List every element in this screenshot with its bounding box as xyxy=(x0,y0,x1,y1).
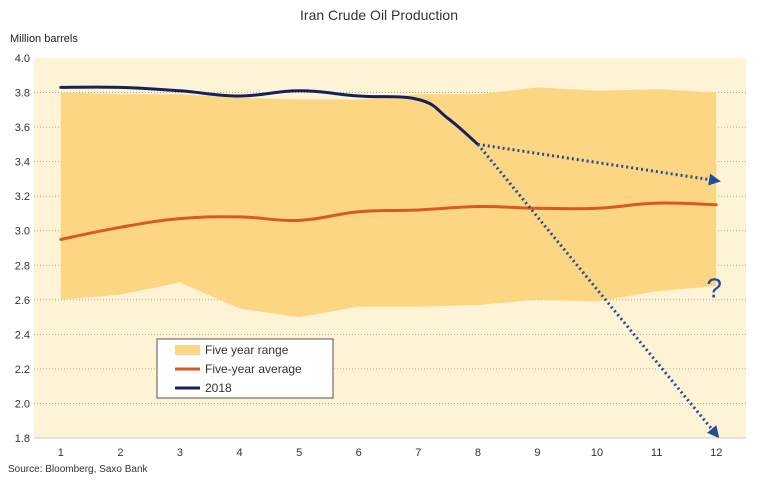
five-year-range-band xyxy=(60,87,717,318)
x-tick-label: 7 xyxy=(415,447,421,459)
y-tick-label: 3.0 xyxy=(15,226,30,238)
y-tick-label: 3.8 xyxy=(15,88,30,100)
x-tick-label: 5 xyxy=(296,447,302,459)
legend: Five year range Five-year average 2018 xyxy=(156,338,334,399)
y-tick-label: 2.4 xyxy=(15,329,30,341)
y-tick-label: 3.4 xyxy=(15,157,30,169)
y-axis: 1.8 2.0 2.2 2.4 2.6 2.8 3.0 3.2 3.4 3.6 3.8 4.0 xyxy=(15,53,30,445)
series-layer xyxy=(59,85,721,439)
x-tick-label: 10 xyxy=(591,447,603,459)
projection-arrow xyxy=(477,142,721,186)
y-tick-label: 2.0 xyxy=(15,398,30,410)
range-band-layer xyxy=(60,87,717,318)
five-year-average-line xyxy=(59,201,718,241)
x-tick-label: 8 xyxy=(475,447,481,459)
y-tick-label: 4.0 xyxy=(15,53,30,65)
x-axis: 1 2 3 4 5 6 7 8 9 10 11 12 xyxy=(34,437,746,459)
x-tick-label: 4 xyxy=(236,447,242,459)
x-tick-label: 1 xyxy=(58,447,64,459)
legend-label-average: Five-year average xyxy=(205,362,302,376)
y-tick-label: 2.8 xyxy=(15,260,30,272)
source-note: Source: Bloomberg, Saxo Bank xyxy=(8,464,149,475)
y-tick-label: 2.6 xyxy=(15,295,30,307)
x-tick-label: 6 xyxy=(356,447,362,459)
chart-title: Iran Crude Oil Production xyxy=(300,7,458,23)
y-tick-label: 3.2 xyxy=(15,191,30,203)
x-tick-label: 3 xyxy=(177,447,183,459)
legend-swatch-range xyxy=(175,345,200,355)
legend-label-2018: 2018 xyxy=(205,381,232,395)
question-mark-annotation: ? xyxy=(706,273,722,304)
y-tick-label: 1.8 xyxy=(15,433,30,445)
line-2018 xyxy=(59,85,480,146)
x-tick-label: 12 xyxy=(710,447,722,459)
x-tick-label: 9 xyxy=(534,447,540,459)
x-tick-label: 2 xyxy=(117,447,123,459)
unit-label: Million barrels xyxy=(10,33,78,45)
y-tick-label: 2.2 xyxy=(15,364,30,376)
y-tick-label: 3.6 xyxy=(15,122,30,134)
legend-label-range: Five year range xyxy=(205,343,289,357)
x-tick-label: 11 xyxy=(651,447,662,459)
